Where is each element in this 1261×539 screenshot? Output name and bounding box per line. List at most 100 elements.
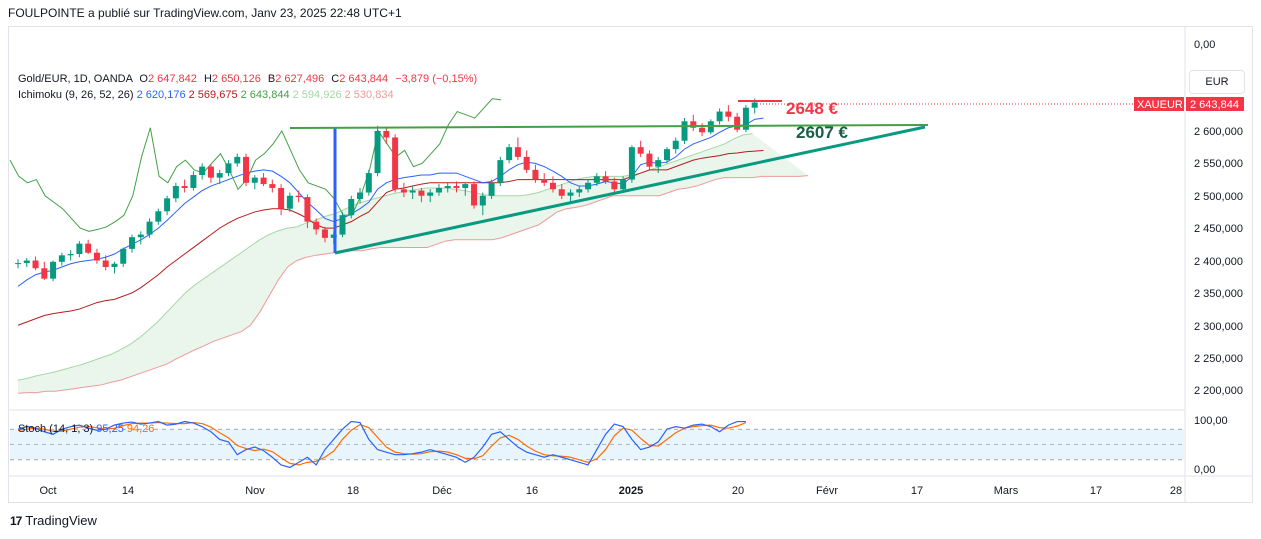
candle-body xyxy=(181,186,188,188)
close-label: C xyxy=(331,73,340,85)
candle-body xyxy=(172,186,179,199)
candle-body xyxy=(611,181,618,190)
candle-body xyxy=(321,229,328,238)
high-value: 2 650,126 xyxy=(211,73,261,85)
candle-body xyxy=(655,160,662,167)
low-value: 2 627,496 xyxy=(275,73,325,85)
time-tick-label: Oct xyxy=(39,485,56,497)
last-price-tag xyxy=(1186,97,1244,111)
candle-body xyxy=(383,131,390,138)
senkou-span-a xyxy=(17,133,753,381)
time-tick-label: 20 xyxy=(732,485,744,497)
candle-body xyxy=(251,177,258,183)
price-tick-label: 2 350,000 xyxy=(1194,288,1243,300)
stoch-legend: Stoch (14, 1, 3) 95,25 94,26 xyxy=(18,423,154,435)
candle-body xyxy=(620,179,627,190)
candle-body xyxy=(207,166,214,178)
symbol-tag xyxy=(1134,97,1184,111)
candle-body xyxy=(164,198,171,212)
candle-body xyxy=(216,173,223,178)
candle-body xyxy=(137,234,144,238)
price-tick-label: 2 300,000 xyxy=(1194,321,1243,333)
candle-body xyxy=(663,149,670,161)
tradingview-footer[interactable]: 17 TradingView xyxy=(10,513,97,528)
candle-body xyxy=(409,190,416,193)
stoch-label: Stoch (14, 1, 3) xyxy=(18,423,94,435)
candle-body xyxy=(313,221,320,230)
currency-selector[interactable]: EUR xyxy=(1189,70,1245,94)
price-tick-label: 0,00 xyxy=(1194,39,1215,51)
low-label: B xyxy=(267,73,276,85)
price-tick-label: 2 600,000 xyxy=(1194,126,1243,138)
candle-body xyxy=(549,182,556,190)
open-value: 2 647,842 xyxy=(147,73,197,85)
candle-body xyxy=(567,192,574,196)
candle-body xyxy=(646,153,653,167)
symbol-name: Gold/EUR, 1D, OANDA xyxy=(18,73,133,85)
candle-body xyxy=(85,243,92,253)
candle-body xyxy=(357,192,364,199)
open-label: O xyxy=(139,73,148,85)
high-label: H xyxy=(203,73,212,85)
price-tick-label: 2 400,000 xyxy=(1194,256,1243,268)
candle-body xyxy=(295,195,302,198)
time-tick-label: Mars xyxy=(994,485,1019,497)
tenkan-line xyxy=(17,117,764,287)
stoch-d-value: 94,26 xyxy=(126,423,155,435)
stoch-k-line xyxy=(17,420,746,469)
candle-body xyxy=(304,197,311,222)
candle-body xyxy=(50,261,57,279)
candle-body xyxy=(488,182,495,196)
time-tick-label: Févr xyxy=(816,485,838,497)
tradingview-brand: TradingView xyxy=(25,513,97,528)
candle-body xyxy=(427,192,434,196)
candle-body xyxy=(506,147,513,161)
candle-body xyxy=(23,260,30,264)
candle-body xyxy=(497,160,504,183)
time-tick-label: 14 xyxy=(122,485,134,497)
level-2607-label: 2607 € xyxy=(796,123,849,142)
candle-body xyxy=(576,189,583,193)
stoch-tick-label: 0,00 xyxy=(1194,464,1215,476)
candle-body xyxy=(225,163,232,174)
time-axis: Oct 14 Nov 18 Déc 16 2025 20 Févr 17 Mars 17 28 xyxy=(39,485,1182,497)
candle-body xyxy=(374,131,381,174)
price-tick-label: 2 250,000 xyxy=(1194,353,1243,365)
candle-body xyxy=(41,268,48,279)
candle-body xyxy=(444,186,451,188)
span-b-value: 2 530,834 xyxy=(344,89,394,101)
chikou-line xyxy=(9,98,502,232)
time-tick-label: Déc xyxy=(432,485,452,497)
candle-body xyxy=(514,147,521,157)
candle-body xyxy=(243,156,250,183)
candle-body xyxy=(155,211,162,222)
candle-body xyxy=(93,252,100,261)
time-tick-label: 2025 xyxy=(619,485,643,497)
time-tick-label: 17 xyxy=(1090,485,1102,497)
candle-body xyxy=(339,215,346,235)
candle-body xyxy=(190,175,197,188)
stochastic-pane: 100,00 0,00 xyxy=(10,415,1228,476)
candle-body xyxy=(435,187,442,193)
candle-body xyxy=(471,184,478,206)
candle-body xyxy=(479,195,486,206)
candle-body xyxy=(593,176,600,183)
tenkan-value: 2 620,176 xyxy=(136,89,186,101)
tradingview-logo-icon: 17 xyxy=(10,513,22,528)
candle-body xyxy=(286,195,293,209)
candle-body xyxy=(541,179,548,183)
ichimoku-label: Ichimoku (9, 26, 52, 26) xyxy=(18,89,134,101)
candle-body xyxy=(400,189,407,193)
candle-body xyxy=(751,102,758,108)
ichimoku-legend: Ichimoku (9, 26, 52, 26) 2 620,176 2 569… xyxy=(18,89,394,101)
candle-body xyxy=(129,237,136,249)
ichimoku-cloud xyxy=(17,133,809,394)
candle-body xyxy=(234,156,241,164)
candle-body xyxy=(58,255,65,262)
price-tick-label: 2 550,000 xyxy=(1194,158,1243,170)
candle-body xyxy=(523,156,530,170)
time-tick-label: 16 xyxy=(526,485,538,497)
chart-container[interactable] xyxy=(8,26,1253,503)
candle-body xyxy=(637,147,644,154)
